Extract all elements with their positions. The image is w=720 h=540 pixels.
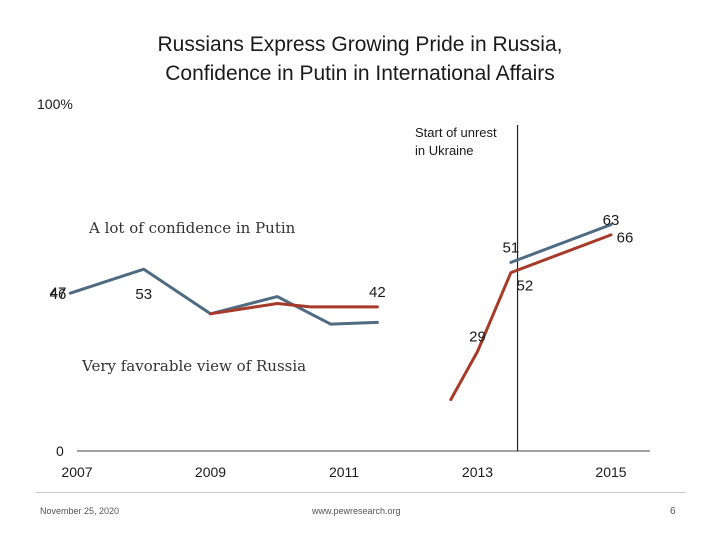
ukraine-annotation: Start of unrest in Ukraine bbox=[415, 124, 497, 160]
y-max-label: 100% bbox=[37, 96, 73, 112]
confidence-series-name: A lot of confidence in Putin bbox=[89, 219, 296, 237]
footer-url[interactable]: www.pewresearch.org bbox=[312, 506, 401, 516]
favorable-line-segment bbox=[209, 302, 379, 316]
x-tick-label: 2007 bbox=[61, 464, 92, 480]
title-line-2: Confidence in Putin in International Aff… bbox=[165, 62, 555, 85]
title-line-1: Russians Express Growing Pride in Russia… bbox=[157, 33, 563, 56]
confidence-data-label: 66 bbox=[617, 230, 634, 247]
y-min-label: 0 bbox=[56, 443, 64, 459]
page-number: 6 bbox=[670, 506, 676, 517]
annotation-line-1: Start of unrest bbox=[415, 125, 497, 140]
annotation-line-2: in Ukraine bbox=[415, 143, 474, 158]
confidence-line-segment bbox=[68, 267, 379, 326]
favorable-data-label: 29 bbox=[469, 329, 486, 346]
favorable-data-label: 63 bbox=[603, 212, 620, 229]
x-tick-label: 2015 bbox=[595, 464, 626, 480]
x-tick-label: 2011 bbox=[329, 464, 359, 480]
favorable-series-name: Very favorable view of Russia bbox=[82, 357, 307, 375]
confidence-data-label: 53 bbox=[135, 286, 152, 303]
footer-divider bbox=[36, 492, 686, 493]
confidence-data-label: 51 bbox=[503, 239, 520, 256]
chart-title: Russians Express Growing Pride in Russia… bbox=[60, 30, 660, 88]
footer-date: November 25, 2020 bbox=[40, 506, 120, 516]
x-tick-label: 2009 bbox=[195, 464, 226, 480]
favorable-line-segment bbox=[449, 233, 613, 402]
x-tick-label: 2013 bbox=[462, 464, 493, 480]
favorable-data-label: 52 bbox=[517, 278, 534, 295]
favorable-data-label: 47 bbox=[50, 285, 67, 302]
confidence-data-label: 46 bbox=[50, 286, 67, 303]
favorable-data-label: 42 bbox=[369, 284, 386, 301]
confidence-line-segment bbox=[509, 223, 613, 264]
